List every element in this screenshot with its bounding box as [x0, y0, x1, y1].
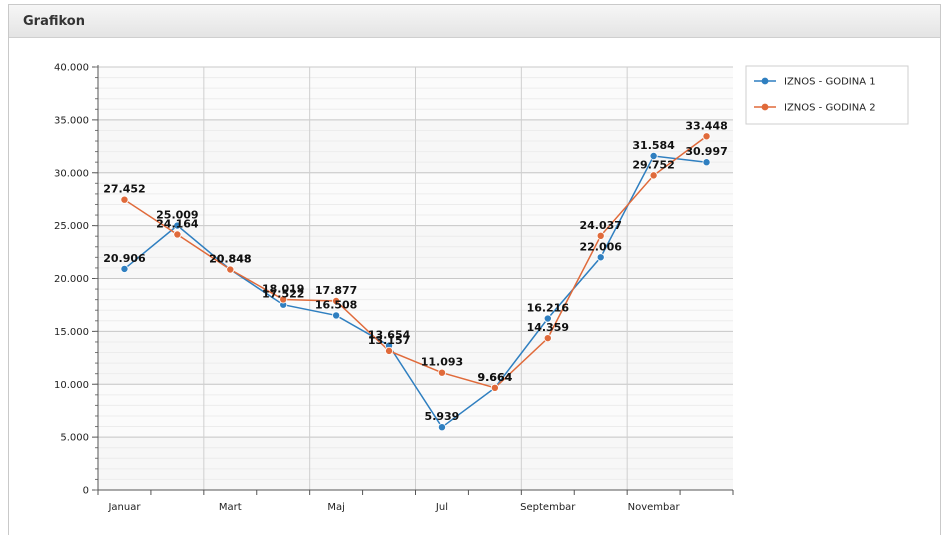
y-tick-label: 10.000 — [54, 380, 89, 391]
y-tick-label: 5.000 — [60, 433, 89, 444]
chart-axes: 0 5.000 10.000 15.000 20.000 25.000 30.000 35.0… — [54, 63, 734, 513]
data-point — [120, 195, 129, 204]
data-point — [437, 423, 446, 432]
data-label: 20.848 — [209, 253, 251, 266]
data-label: 29.752 — [632, 158, 674, 171]
data-point — [543, 314, 552, 323]
data-labels-layer: 20.906 25.009 20.848 17.522 16.508 13.654 5.93… — [103, 119, 728, 423]
y-tick-label: 30.000 — [54, 168, 89, 179]
legend-entry-label: IZNOS - GODINA 2 — [784, 103, 876, 114]
x-tick-label: Mart — [219, 502, 242, 513]
y-tick-label: 15.000 — [54, 327, 89, 338]
legend-box — [745, 65, 909, 125]
data-label: 27.452 — [103, 183, 145, 196]
data-point — [490, 383, 499, 392]
data-label: 13.654 — [368, 329, 411, 342]
series-line — [124, 135, 707, 389]
data-point — [702, 132, 711, 141]
y-tick-label: 35.000 — [54, 115, 89, 126]
data-point — [437, 368, 446, 377]
data-point — [543, 334, 552, 343]
data-label: 25.009 — [156, 209, 198, 222]
y-tick-label: 40.000 — [54, 63, 89, 74]
data-label: 24.037 — [579, 219, 621, 232]
y-tick-label: 0 — [83, 486, 89, 497]
data-label: 24.164 — [156, 217, 199, 230]
data-label: 31.584 — [632, 139, 675, 152]
legend-entry-label: IZNOS - GODINA 1 — [784, 77, 876, 88]
data-label: 22.006 — [579, 240, 622, 253]
data-point — [173, 230, 182, 239]
data-label: 9.664 — [477, 371, 512, 384]
data-label: 20.906 — [103, 252, 146, 265]
x-tick-label: Jul — [435, 502, 448, 513]
data-label: 16.216 — [527, 302, 570, 315]
data-point — [226, 265, 235, 274]
data-label: 13.157 — [368, 334, 410, 347]
y-tick-label: 25.000 — [54, 221, 89, 232]
panel-title: Grafikon — [9, 5, 940, 38]
legend-marker — [761, 77, 769, 85]
data-point — [596, 253, 605, 262]
data-label: 9.664 — [477, 371, 512, 384]
data-label: 33.448 — [685, 119, 727, 132]
x-tick-label: Septembar — [520, 502, 576, 513]
data-point — [120, 264, 129, 273]
y-tick-label: 20.000 — [54, 274, 89, 285]
data-point — [332, 311, 341, 320]
data-point — [279, 295, 288, 304]
chart-legend[interactable]: IZNOS - GODINA 1 IZNOS - GODINA 2 — [745, 65, 909, 125]
data-point — [332, 296, 341, 305]
legend-marker — [761, 103, 769, 111]
data-label: 16.508 — [315, 298, 357, 311]
data-label: 5.939 — [425, 410, 460, 423]
data-label: 17.877 — [315, 284, 357, 297]
data-point — [596, 231, 605, 240]
data-point — [649, 151, 658, 160]
data-label: 18.019 — [262, 282, 304, 295]
data-label: 11.093 — [421, 356, 463, 369]
data-point — [173, 221, 182, 230]
x-tick-label: Januar — [107, 502, 141, 513]
data-point — [385, 346, 394, 355]
data-label: 20.848 — [209, 253, 251, 266]
data-point — [702, 158, 711, 167]
data-point — [649, 171, 658, 180]
data-label: 17.522 — [262, 288, 304, 301]
series-layer — [120, 132, 711, 432]
chart-grid — [98, 66, 733, 491]
data-label: 14.359 — [527, 321, 569, 334]
data-label: 30.997 — [685, 145, 727, 158]
series-line — [123, 155, 707, 429]
x-tick-label: Novembar — [628, 502, 681, 513]
x-tick-label: Maj — [327, 502, 345, 513]
